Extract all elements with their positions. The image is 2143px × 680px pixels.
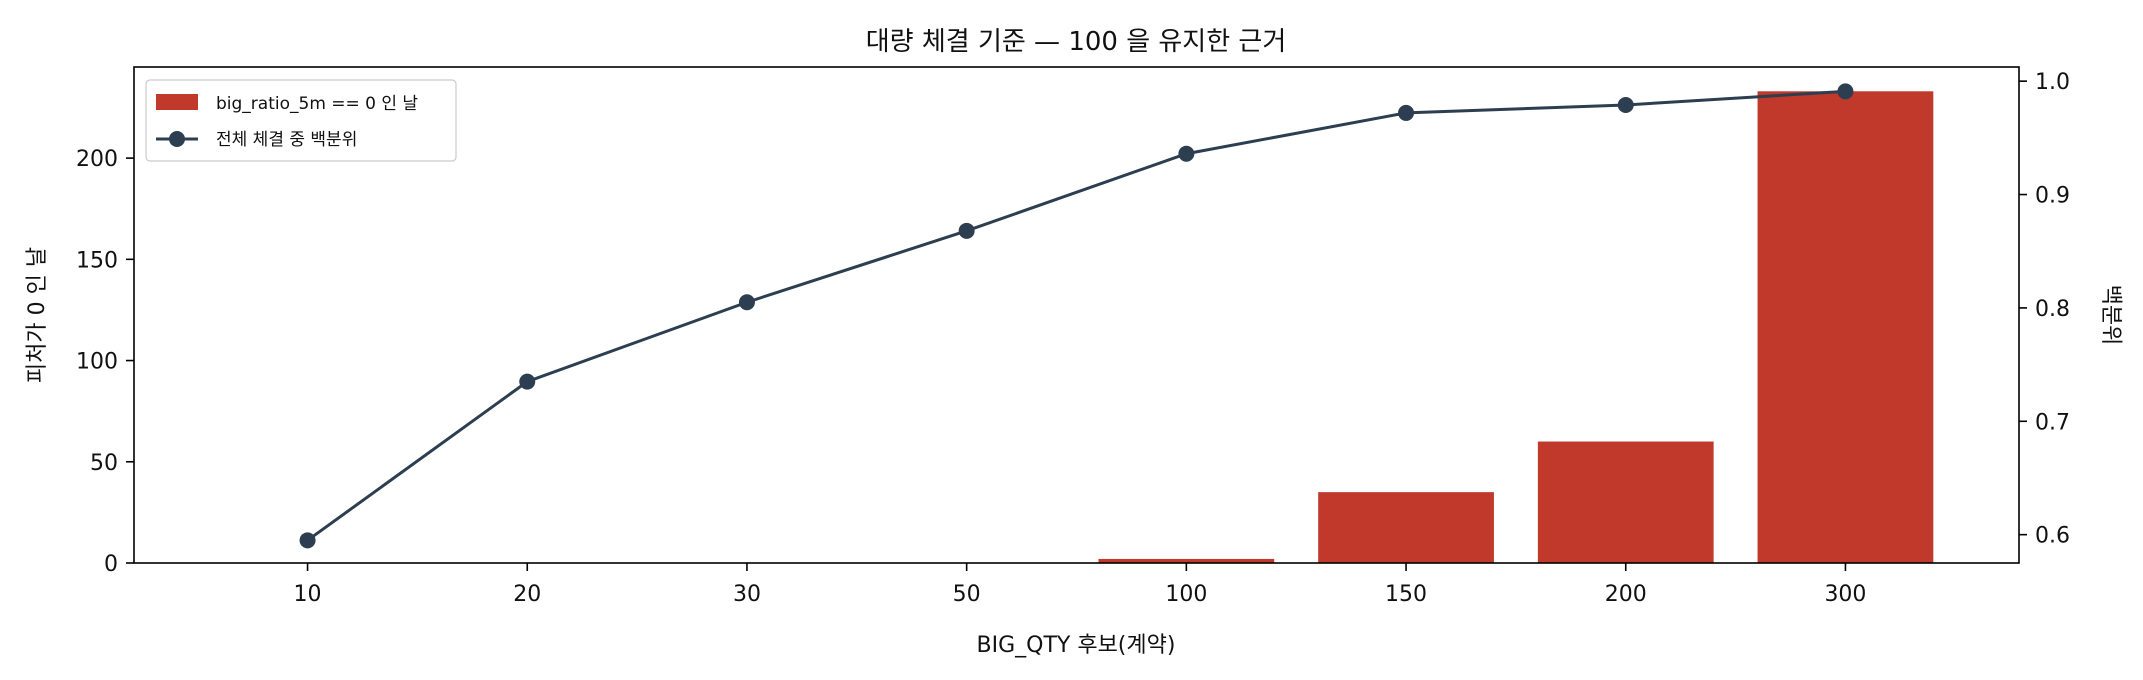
bar-150 <box>1318 492 1494 563</box>
line-point-300 <box>1837 83 1854 100</box>
legend-swatch-bar <box>156 94 198 110</box>
bar-300 <box>1757 91 1934 563</box>
line-point-10 <box>299 532 316 549</box>
y2-axis-ticks: 0.6 0.7 0.8 0.9 1.0 <box>2019 70 2070 549</box>
legend-label-bar: big_ratio_5m == 0 인 날 <box>216 94 418 114</box>
x-tick-label: 100 <box>1165 582 1207 607</box>
legend-marker-line <box>169 131 185 147</box>
y-tick-label: 200 <box>76 147 118 172</box>
x-axis-ticks: 10 20 30 50 100 150 200 300 <box>294 563 1866 607</box>
x-tick-label: 50 <box>953 582 981 607</box>
bar-100 <box>1098 558 1275 563</box>
y2-tick-label: 0.7 <box>2035 410 2070 435</box>
line-point-150 <box>1398 104 1415 121</box>
x-axis-label: BIG_QTY 후보(계약) <box>977 633 1176 658</box>
line-layer <box>299 83 1854 549</box>
y2-axis-label: 백분위 <box>2098 285 2123 346</box>
line-point-100 <box>1178 145 1195 162</box>
y-tick-label: 150 <box>76 248 118 273</box>
y2-tick-label: 1.0 <box>2035 70 2070 95</box>
legend-box <box>145 79 457 162</box>
legend-label-line: 전체 체결 중 백분위 <box>216 130 357 150</box>
x-tick-label: 30 <box>733 582 761 607</box>
line-point-20 <box>519 373 536 390</box>
x-tick-label: 20 <box>513 582 541 607</box>
line-point-200 <box>1617 96 1634 113</box>
x-tick-label: 10 <box>294 582 322 607</box>
plot-frame <box>133 66 2020 564</box>
y-axis-ticks: 0 50 100 150 200 <box>76 147 134 577</box>
bar-200 <box>1537 441 1714 563</box>
y2-tick-label: 0.9 <box>2035 184 2070 209</box>
line-point-50 <box>958 222 975 239</box>
chart-title: 대량 체결 기준 — 100 을 유지한 근거 <box>866 27 1287 57</box>
x-tick-label: 300 <box>1824 582 1866 607</box>
y-tick-label: 50 <box>90 451 118 476</box>
y2-tick-label: 0.6 <box>2035 524 2070 549</box>
line-point-30 <box>738 294 755 311</box>
y-tick-label: 100 <box>76 350 118 375</box>
percentile-line <box>306 89 1846 542</box>
y-tick-label: 0 <box>104 552 118 577</box>
legend: big_ratio_5m == 0 인 날 전체 체결 중 백분위 <box>145 79 457 162</box>
x-tick-label: 150 <box>1385 582 1427 607</box>
bars-layer <box>1098 91 1934 563</box>
x-tick-label: 200 <box>1605 582 1647 607</box>
y2-tick-label: 0.8 <box>2035 297 2070 322</box>
y-axis-label: 피처가 0 인 날 <box>25 247 50 383</box>
